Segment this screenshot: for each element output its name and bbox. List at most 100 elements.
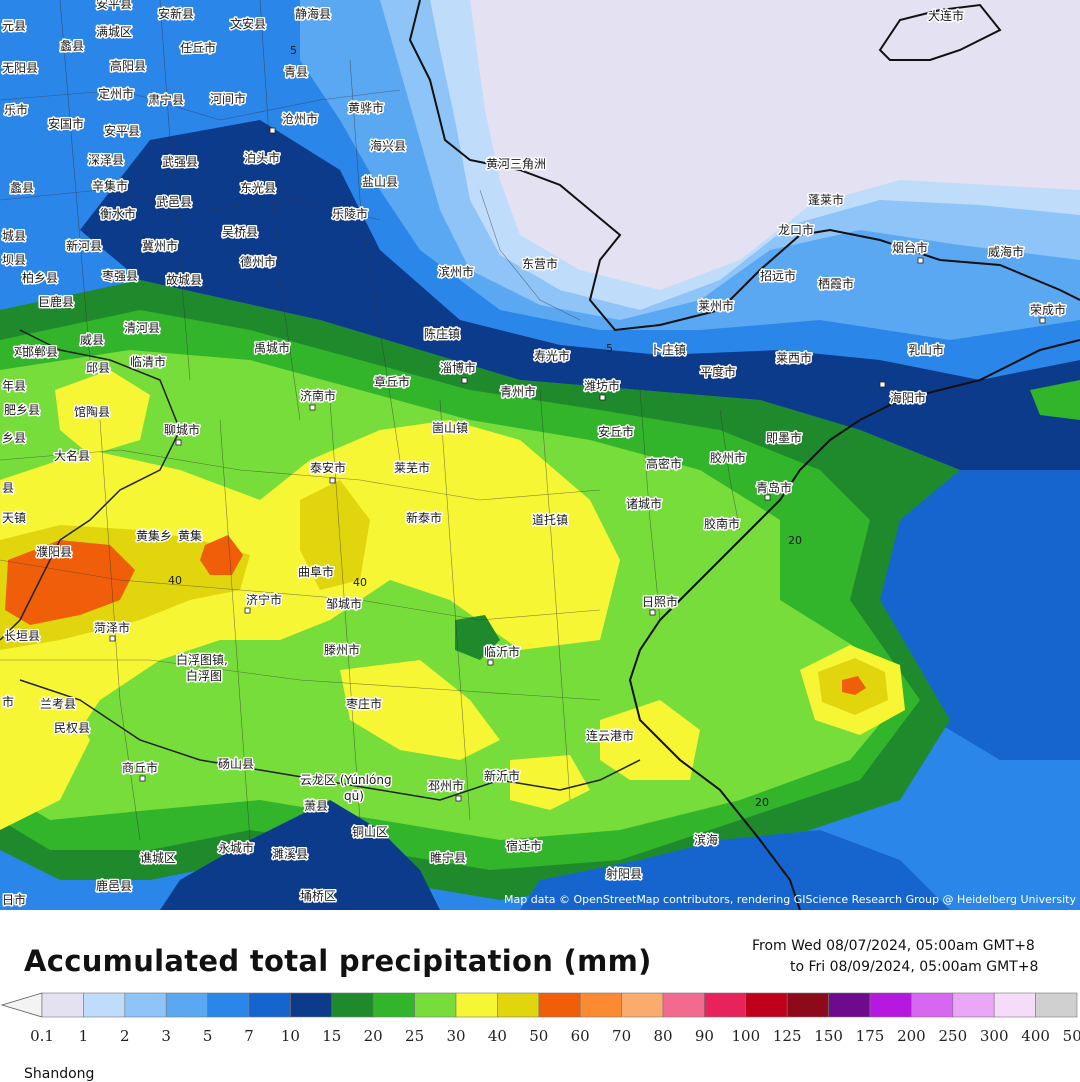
label-botou: 泊头市 xyxy=(244,150,280,165)
legend-swatch xyxy=(952,992,995,1018)
label-jiaonan: 胶南市 xyxy=(704,516,740,531)
label-qinghe: 清河县 xyxy=(124,321,160,335)
label-buxia: 卜庄镇 xyxy=(650,342,686,357)
map-attribution[interactable]: Map data © OpenStreetMap contributors, r… xyxy=(504,893,1076,906)
label-haixing: 海兴县 xyxy=(370,138,406,153)
legend-tick: 125 xyxy=(772,1027,802,1045)
label-zhuwang: 诸城市 xyxy=(626,496,662,511)
legend-swatch xyxy=(124,992,167,1018)
label-rongcheng: 荣成市 xyxy=(1030,302,1066,317)
label-gucheng: 故城县 xyxy=(166,272,202,287)
label-left-anyang: 年县 xyxy=(2,379,26,393)
legend-tick: 25 xyxy=(405,1027,425,1045)
legend-swatch xyxy=(372,992,415,1018)
label-yongqiao: 埇桥区 xyxy=(300,889,336,903)
label-changyuan: 长垣县 xyxy=(4,629,40,643)
band-yellow-coast xyxy=(600,700,700,780)
label-feixiang: 肥乡县 xyxy=(4,403,40,417)
coastline xyxy=(408,0,1080,332)
legend-swatch xyxy=(455,992,498,1018)
legend-swatch xyxy=(165,992,208,1018)
county-lines xyxy=(0,0,741,841)
label-wenan: 文安县 xyxy=(230,16,266,31)
label-rizhao: 日照市 xyxy=(642,594,678,609)
label-haiyang: 海阳市 xyxy=(890,390,926,405)
label-cangzhou: 沧州市 xyxy=(282,111,318,126)
legend-tick: 175 xyxy=(855,1027,885,1045)
legend-swatch xyxy=(662,992,705,1018)
label-gaomi: 高密市 xyxy=(646,456,682,471)
label-anping: 安平县 xyxy=(104,123,140,138)
band-orange-sea xyxy=(842,676,866,695)
city-markers xyxy=(109,127,1046,802)
label-huanghua: 黄骅市 xyxy=(348,100,384,115)
isoline-label: 40 xyxy=(353,576,367,589)
isoline-label: 40 xyxy=(168,574,182,587)
time-range-to: to Fri 08/09/2024, 05:00am GMT+8 xyxy=(790,959,1039,975)
label-xinji: 辛集市 xyxy=(92,178,128,193)
label-linqing: 临清市 xyxy=(130,354,166,369)
label-wuqiao: 吴桥县 xyxy=(222,225,258,239)
label-zoushan: 崮山镇 xyxy=(432,421,468,435)
label-left-wuyang: 无阳县 xyxy=(2,61,38,75)
label-left-haoxian: 邯郸县 xyxy=(22,344,58,359)
label-laiwu: 莱芜市 xyxy=(394,460,430,475)
legend-tick: 1 xyxy=(78,1027,89,1045)
label-daming: 大名县 xyxy=(54,448,90,463)
label-tengzhou: 滕州市 xyxy=(324,642,360,657)
label-dalian: 大连市 xyxy=(928,8,964,23)
label-laizhou: 莱州市 xyxy=(698,298,734,313)
label-heze: 菏泽市 xyxy=(94,620,130,635)
legend-tick: 2 xyxy=(120,1027,130,1045)
label-weixian: 威县 xyxy=(80,333,104,347)
label-left-chengcheng: 城县 xyxy=(2,229,26,243)
label-qingdao: 青岛市 xyxy=(756,480,792,495)
legend-tick: 40 xyxy=(487,1027,507,1045)
label-qiaocheng: 谯城区 xyxy=(140,851,176,865)
label-pingdu: 平度市 xyxy=(700,364,736,379)
legend-tick: 70 xyxy=(612,1027,632,1045)
legend-swatch xyxy=(248,992,291,1018)
legend-swatch xyxy=(704,992,747,1018)
label-dezhou: 德州市 xyxy=(240,254,276,269)
band-yellow-north xyxy=(55,370,150,455)
legend-tick: 5 xyxy=(202,1027,213,1045)
legend-swatch xyxy=(207,992,250,1018)
label-anping2: 安平县 xyxy=(96,0,132,11)
legend-swatch xyxy=(869,992,912,1018)
legend-swatch xyxy=(828,992,871,1018)
band-dark-blue-south2 xyxy=(520,830,950,910)
label-jinghai: 静海县 xyxy=(295,6,331,21)
label-left-riyang: 日市 xyxy=(2,892,26,907)
label-tongshan: 铜山区 xyxy=(352,824,388,839)
label-dingzhou: 定州市 xyxy=(98,86,134,101)
legend-tick: 7 xyxy=(244,1027,254,1045)
label-zhaoyuan: 招远市 xyxy=(760,268,796,283)
label-shenze: 深泽县 xyxy=(88,153,124,167)
label-hejian: 河间市 xyxy=(210,91,246,106)
label-anxin: 安新县 xyxy=(158,6,194,21)
label-xintai: 新泰市 xyxy=(406,510,442,525)
label-xinhe: 新河县 xyxy=(66,238,102,253)
band-dark-blue-south xyxy=(160,800,440,910)
label-left-xiangxian: 乡县 xyxy=(2,431,26,445)
label-laoling: 乐陵市 xyxy=(332,206,368,221)
label-baimiao2: 白浮图 xyxy=(186,668,222,683)
legend-tick: 15 xyxy=(322,1027,342,1045)
label-qufu: 曲阜市 xyxy=(298,564,334,579)
legend-tick: 100 xyxy=(731,1027,761,1045)
label-mancheng: 满城区 xyxy=(96,25,132,39)
legend-swatch xyxy=(621,992,664,1018)
label-anguo: 安国市 xyxy=(48,116,84,131)
coastline-south xyxy=(628,339,1080,910)
label-lixian: 蠡县 xyxy=(60,38,84,53)
label-suning: 肃宁县 xyxy=(148,92,184,107)
isoline-label: 5 xyxy=(290,44,297,57)
precipitation-map[interactable]: 5 5 20 20 40 40 安新县 文安县 静海县 大连市 蠡县 任丘市 青… xyxy=(0,0,1080,910)
label-taian: 泰安市 xyxy=(310,460,346,475)
precipitation-legend xyxy=(0,990,1080,1020)
legend-swatch xyxy=(911,992,954,1018)
label-pizhou: 邳州市 xyxy=(428,778,464,793)
legend-swatch xyxy=(579,992,622,1018)
label-gaoyang: 高阳县 xyxy=(110,58,146,73)
